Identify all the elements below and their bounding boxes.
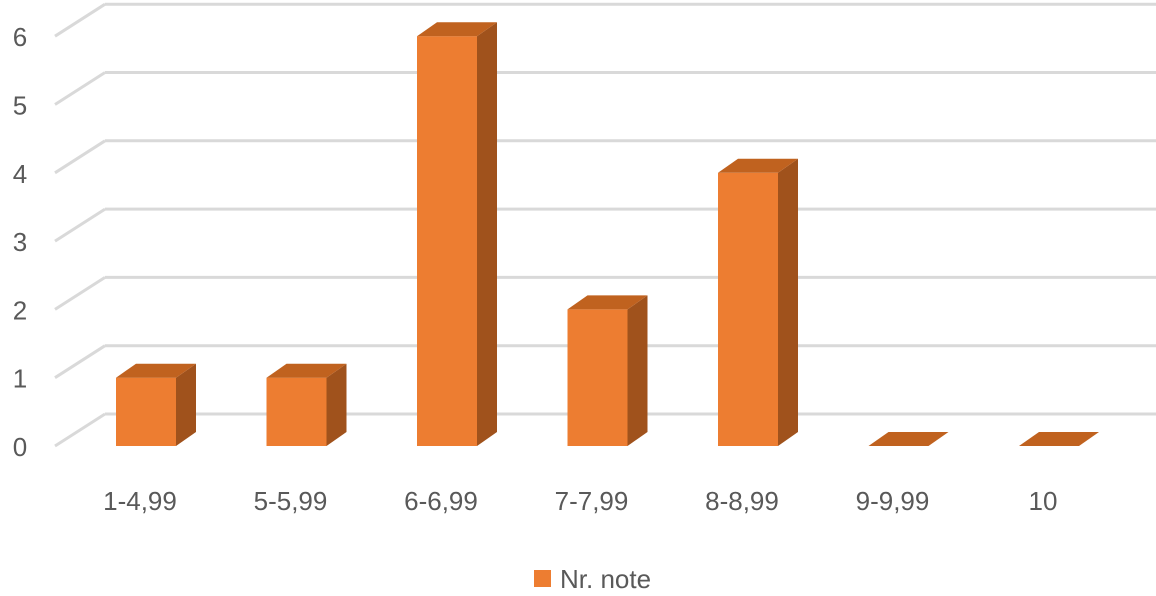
bar-top-7-7,99	[567, 295, 648, 310]
legend-label: Nr. note	[560, 564, 651, 594]
gridline-diagonal-3	[54, 207, 106, 243]
bar-top-9-9,99	[868, 432, 949, 446]
bar-8-8,99	[718, 158, 798, 447]
y-tick-label-0: 0	[13, 432, 27, 462]
bar-front-5-5,99	[266, 377, 327, 446]
bar-side-1-4,99	[176, 363, 196, 446]
x-tick-label-10: 10	[1029, 486, 1058, 516]
gridline-diagonal-0	[54, 412, 106, 448]
gridline-diagonal-6	[54, 2, 106, 38]
bar-top-6-6,99	[417, 22, 497, 37]
bar-top-8-8,99	[718, 158, 798, 173]
x-tick-label-8-8,99: 8-8,99	[705, 486, 779, 516]
bar-9-9,99	[868, 432, 949, 446]
bar-front-8-8,99	[718, 172, 778, 447]
gridline-diagonal-2	[54, 276, 106, 311]
bar-side-5-5,99	[326, 363, 347, 446]
bar-side-7-7,99	[627, 295, 648, 446]
gridline-diagonal-1	[54, 344, 106, 379]
y-tick-label-3: 3	[13, 227, 27, 257]
y-axis: 0 1 2 3 4 5 6	[13, 22, 27, 462]
bar-side-6-6,99	[477, 22, 497, 446]
bar-front-6-6,99	[417, 36, 477, 446]
bars	[116, 22, 1099, 447]
bar-front-7-7,99	[567, 309, 628, 446]
x-tick-label-7-7,99: 7-7,99	[555, 486, 629, 516]
y-tick-label-4: 4	[13, 159, 27, 189]
y-tick-label-1: 1	[13, 364, 27, 394]
x-tick-label-6-6,99: 6-6,99	[404, 486, 478, 516]
bar-front-1-4,99	[116, 377, 176, 446]
bar-1-4,99	[116, 363, 196, 446]
y-tick-label-6: 6	[13, 22, 27, 52]
x-axis: 1-4,99 5-5,99 6-6,99 7-7,99 8-8,99 9-9,99 10	[103, 486, 1057, 516]
x-tick-label-1-4,99: 1-4,99	[103, 486, 177, 516]
bar-6-6,99	[417, 22, 497, 446]
x-tick-label-9-9,99: 9-9,99	[856, 486, 930, 516]
y-tick-label-5: 5	[13, 91, 27, 121]
bar-side-8-8,99	[778, 158, 798, 447]
gridline-diagonal-5	[54, 71, 106, 106]
legend-swatch	[534, 570, 551, 587]
bar-top-10	[1019, 432, 1099, 446]
bar-7-7,99	[567, 295, 648, 446]
bar-top-5-5,99	[266, 363, 347, 378]
legend: Nr. note	[534, 564, 651, 594]
bar-10	[1019, 432, 1099, 446]
bar-5-5,99	[266, 363, 347, 446]
x-tick-label-5-5,99: 5-5,99	[254, 486, 328, 516]
bar-top-1-4,99	[116, 363, 196, 378]
gridline-diagonal-4	[54, 139, 106, 175]
y-tick-label-2: 2	[13, 295, 27, 325]
